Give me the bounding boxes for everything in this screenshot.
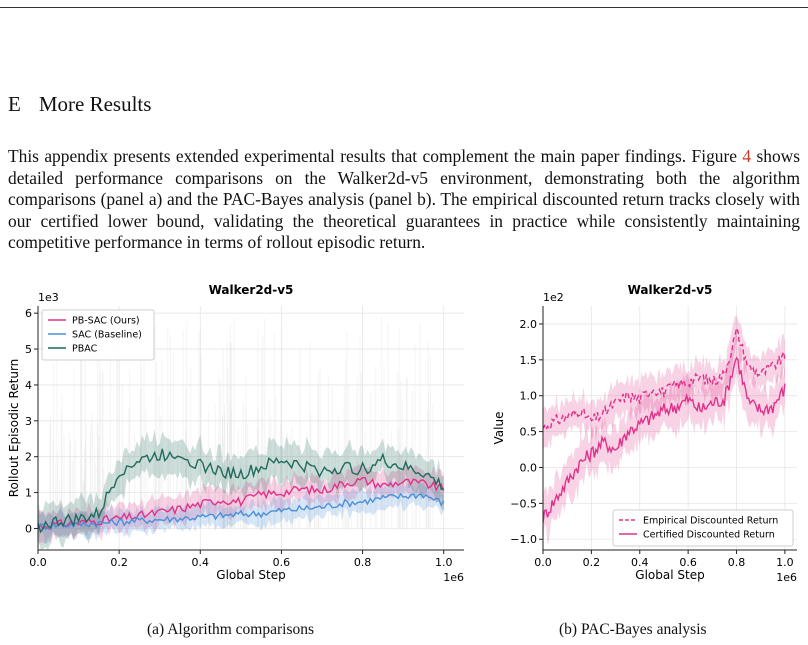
y-tick-label: 1.5 [520, 354, 538, 367]
x-tick-label: 0.4 [631, 556, 649, 569]
y-tick-label: 1.0 [520, 390, 538, 403]
body-paragraph: This appendix presents extended experime… [8, 146, 800, 254]
figure-panel-a: 0 1 2 3 4 5 6 0.0 0.2 0.4 0.6 0.8 1.0 Walker2d-v5 1e… [0, 278, 470, 588]
figure-ref-link[interactable]: 4 [742, 146, 752, 166]
x-tick-label: 0.4 [192, 556, 210, 569]
legend-entry: Empirical Discounted Return [643, 516, 778, 527]
x-tick-label: 0.8 [354, 556, 372, 569]
series-line-1 [38, 477, 445, 531]
chart-b-ylabel: Value [492, 412, 506, 445]
chart-b-xlabel: Global Step [635, 568, 704, 582]
x-tick-label: 0.0 [534, 556, 552, 569]
x-tick-label: 0.8 [728, 556, 746, 569]
y-tick-label: 0.5 [520, 426, 538, 439]
y-tick-label: 5 [25, 343, 32, 356]
series-line-2 [38, 492, 445, 531]
x-tick-label: 0.2 [583, 556, 601, 569]
paragraph-part-1: This appendix presents extended experime… [8, 146, 743, 166]
series-band-1 [543, 315, 785, 450]
x-tick-label: 0.2 [110, 556, 128, 569]
y-tick-label: −1.0 [510, 533, 537, 546]
series-line-3 [38, 448, 444, 534]
paragraph-part-2: shows detailed performance comparisons o… [8, 146, 800, 253]
x-tick-label: 1.0 [435, 556, 453, 569]
series-band-3 [38, 429, 444, 550]
chart-a-y-multiplier: 1e3 [38, 291, 59, 304]
y-tick-label: 2.0 [520, 318, 538, 331]
y-tick-label: 1 [25, 487, 32, 500]
chart-b-y-multiplier: 1e2 [543, 291, 564, 304]
caption-a: (a) Algorithm comparisons [147, 621, 315, 638]
series-line-1 [543, 325, 786, 432]
top-rule [0, 7, 808, 8]
chart-b-x-multiplier: 1e6 [776, 571, 797, 584]
y-tick-label: 2 [25, 451, 32, 464]
figure-panel-b: −1.0 −0.5 0.0 0.5 1.0 1.5 2.0 0.0 0.2 0.4 0.6 0.8 1.… [486, 278, 804, 588]
chart-a-ylabel: Rollout Episodic Return [7, 359, 21, 498]
chart-b-legend: Empirical Discounted Return Certified Dis… [612, 509, 794, 547]
x-tick-label: 0.6 [273, 556, 291, 569]
y-tick-label: 0 [25, 522, 32, 535]
chart-a-xlabel: Global Step [216, 568, 285, 582]
legend-entry: SAC (Baseline) [72, 330, 142, 341]
chart-a-title: Walker2d-v5 [209, 283, 294, 297]
legend-box [612, 509, 794, 547]
caption-b: (b) PAC-Bayes analysis [559, 621, 707, 638]
y-tick-label: 0.0 [520, 461, 538, 474]
pac-bayes-chart: −1.0 −0.5 0.0 0.5 1.0 1.5 2.0 0.0 0.2 0.4 0.6 0.8 1.… [492, 283, 797, 584]
y-tick-label: 6 [25, 307, 32, 320]
legend-entry: Certified Discounted Return [643, 530, 775, 541]
chart-a-x-multiplier: 1e6 [443, 571, 464, 584]
section-number: E [8, 92, 21, 116]
x-tick-label: 0.0 [29, 556, 47, 569]
section-title-text: More Results [38, 92, 152, 116]
chart-b-title: Walker2d-v5 [628, 283, 713, 297]
series-line-2 [543, 356, 786, 524]
x-tick-label: 0.6 [679, 556, 697, 569]
y-tick-label: 3 [25, 415, 32, 428]
section-heading: E More Results [8, 92, 151, 117]
legend-box [41, 309, 155, 361]
algorithm-comparisons-chart: 0 1 2 3 4 5 6 0.0 0.2 0.4 0.6 0.8 1.0 Walker2d-v5 1e… [7, 283, 464, 584]
legend-entry: PBAC [72, 344, 98, 355]
chart-a-legend: PB-SAC (Ours) SAC (Baseline) PBAC [41, 309, 155, 361]
x-tick-label: 1.0 [776, 556, 794, 569]
series-band-2 [543, 332, 785, 546]
legend-entry: PB-SAC (Ours) [72, 316, 140, 327]
y-tick-label: 4 [25, 379, 32, 392]
y-tick-label: −0.5 [510, 497, 537, 510]
